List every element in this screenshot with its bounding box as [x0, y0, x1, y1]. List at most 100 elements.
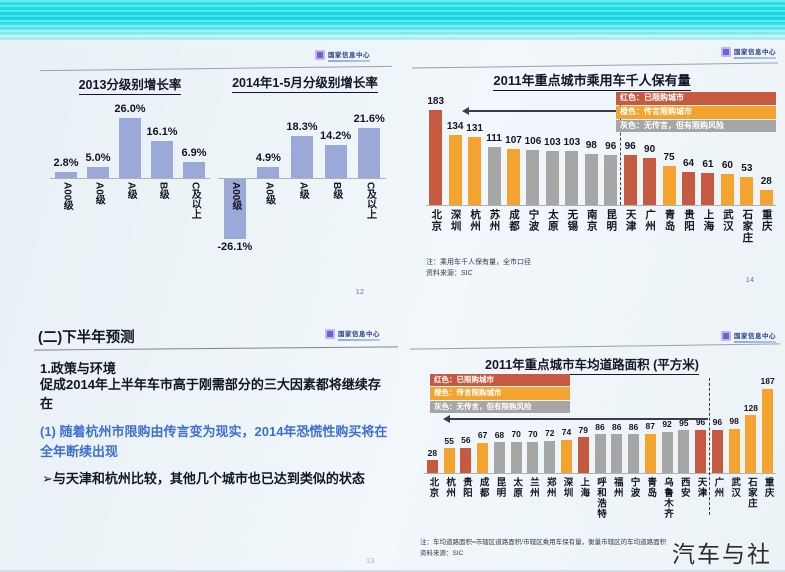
bar-value-label: 2.8%: [53, 156, 79, 169]
slide-growth-rates: 国家信息中心 2013分级别增长率 2014年1-5月分级别增长率 2.8% A0…: [30, 44, 398, 306]
chart-title-ownership: 2011年重点城市乘用车千人保有量: [404, 70, 780, 91]
bar-昆明: [604, 155, 618, 205]
x-axis-line: [426, 205, 776, 206]
category-label: 武汉: [729, 477, 741, 498]
bar-贵阳: [682, 171, 695, 205]
bar-北京: [426, 460, 438, 473]
category-label: 北京: [430, 209, 443, 232]
bar-北京: [429, 109, 443, 205]
bar-深圳: [560, 439, 572, 473]
bar-value-label: 55: [444, 435, 454, 446]
bar-value-label: 128: [743, 402, 758, 413]
category-label: 杭州: [444, 477, 456, 498]
bar-C及以上: [358, 128, 381, 178]
bar-value-label: 134: [446, 121, 464, 133]
bar-value-label: 26.0%: [114, 103, 146, 116]
legend-row: 红色：已限购城市: [616, 92, 776, 105]
category-label: 上海: [702, 209, 715, 232]
slide-header-line: [40, 65, 392, 72]
bar-天津: [623, 155, 637, 205]
category-label: 昆明: [605, 209, 618, 232]
highlighted-point: (1) 随着杭州市限购由传言变为现实，2014年恐慌性购买将在全年断续出现: [40, 424, 388, 459]
bar-value-label: 131: [466, 122, 483, 134]
legend-row: 灰色：无传言，但有限购风险: [616, 119, 776, 133]
bar-value-label: 187: [760, 376, 775, 387]
bar-成都: [507, 149, 520, 205]
bar-value-label: 14.2%: [319, 130, 352, 143]
bar-value-label: 75: [663, 152, 675, 163]
bar-上海: [701, 173, 715, 205]
bar-value-label: 5.0%: [85, 151, 111, 164]
bar-贵阳: [460, 447, 472, 473]
page-number: 14: [745, 275, 754, 284]
bar-value-label: 103: [563, 137, 581, 149]
bar-宁波: [628, 434, 640, 473]
bar-宁波: [526, 149, 540, 205]
bar-chart-ownership: 183 北京 134 深圳 131 杭州 111 苏州 107 成都 106 宁波 103 太原 103 无锡…: [426, 96, 776, 252]
chart-source: 资料来源：SIC: [420, 550, 464, 557]
bullet-point: ➢与天津和杭州比较，其他几个城市也已达到类似的状态: [42, 471, 365, 486]
bar-太原: [510, 441, 522, 473]
bar-value-label: 95: [679, 417, 689, 428]
bar-value-label: 96: [695, 417, 706, 428]
chart-source: 资料来源：SIC: [426, 270, 473, 277]
bar-C及以上: [183, 162, 205, 178]
slide-car-ownership: 国家信息中心 2011年重点城市乘用车千人保有量 红色：已限购城市 橙色：传言限购…: [404, 44, 780, 296]
bar-广州: [643, 158, 657, 205]
bar-value-label: 183: [427, 95, 445, 107]
bar-value-label: 90: [644, 144, 656, 156]
category-label: A00级: [61, 182, 73, 211]
bar-石家庄: [745, 415, 757, 473]
magazine-title: 汽车与社会: [672, 541, 772, 567]
scanner-cyan-band: [0, 0, 785, 42]
range-arrow: [468, 110, 620, 112]
bar-value-label: 28: [427, 447, 438, 458]
slide-header-line: [410, 343, 780, 350]
page-number: 12: [355, 287, 364, 296]
nic-logo-subtext: [338, 339, 380, 341]
bar-南京: [584, 154, 598, 205]
chart-note: 注：乘用车千人保有量，全市口径: [426, 259, 531, 266]
bar-value-label: 98: [729, 416, 739, 427]
bar-value-label: 68: [494, 429, 505, 440]
bar-value-label: -26.1%: [217, 241, 253, 254]
category-label: 乌鲁木齐: [662, 477, 674, 519]
nic-logo-subtext: [328, 60, 370, 62]
category-label: 天津: [624, 209, 637, 232]
bar-value-label: 28: [760, 176, 772, 188]
bar-chart-growth-2014: -26.1% A00级 4.9% A0级 18.3% A级 14.2% B级 21.6% C及以上: [217, 96, 386, 291]
bar-广州: [711, 429, 723, 473]
bar-成都: [477, 442, 489, 473]
category-label: C及以上: [189, 182, 201, 220]
category-label: 兰州: [527, 477, 539, 498]
category-label: 太原: [546, 209, 559, 232]
category-label: B级: [330, 182, 342, 200]
bar-value-label: 98: [585, 140, 597, 152]
bar-无锡: [565, 151, 579, 205]
bar-昆明: [493, 442, 505, 473]
category-label: 无锡: [566, 209, 579, 232]
chart-title-road: 2011年重点城市车均道路面积 (平方米): [404, 354, 780, 375]
legend-row: 橙色：传言限购城市: [430, 387, 570, 400]
nic-logo-icon: [721, 47, 731, 57]
bar-重庆: [762, 388, 774, 473]
bar-value-label: 106: [524, 135, 542, 147]
category-label: 成都: [508, 209, 521, 232]
bar-重庆: [759, 190, 773, 205]
bar-青岛: [662, 166, 676, 205]
x-axis-line: [50, 178, 210, 179]
category-label: 石家庄: [741, 209, 754, 244]
bar-福州: [611, 434, 623, 473]
category-label: 广州: [644, 209, 657, 232]
section-title: 1.政策与环境: [40, 361, 116, 376]
bar-乌鲁木齐: [661, 431, 673, 473]
range-arrow-head: [443, 415, 450, 423]
nic-logo-subtext: [734, 341, 776, 343]
restriction-divider-line: [708, 378, 710, 515]
bar-value-label: 86: [612, 421, 622, 432]
category-label: 广州: [712, 477, 724, 498]
category-label: 青岛: [645, 477, 657, 498]
category-label: C及以上: [364, 182, 376, 220]
bar-A00级: [55, 171, 77, 178]
bar-value-label: 56: [461, 435, 471, 446]
